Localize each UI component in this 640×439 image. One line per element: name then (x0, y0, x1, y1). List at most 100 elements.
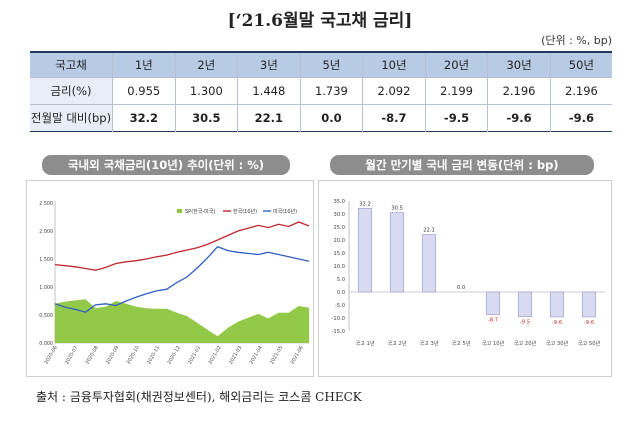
x-tick-label: 2020-07 (64, 345, 79, 365)
table-cell: 2.196 (549, 77, 612, 105)
x-tick-label: 국고 10년 (482, 339, 505, 347)
x-tick-label: 2021-02 (208, 345, 223, 365)
table-header-row: 국고채 1년 2년 3년 5년 10년 20년 30년 50년 (30, 51, 612, 78)
y-tick-label: -15.0 (332, 329, 345, 335)
table-row: 전월말 대비(bp) 32.2 30.5 22.1 0.0 -8.7 -9.5 … (30, 104, 612, 132)
table-cell: 1.739 (299, 77, 363, 105)
rates-trend-panel: 0.000 0.500 1.000 1.500 2.000 2.500 2020-06 202… (26, 180, 314, 377)
x-tick-label: 국고 20년 (514, 339, 537, 347)
left-panel-title: 국내외 국채금리(10년) 추이(단위 : %) (42, 155, 290, 175)
y-tick-label: -10.0 (332, 316, 345, 322)
bar (581, 291, 597, 318)
bar (517, 291, 533, 318)
data-label: 30.5 (391, 206, 403, 212)
table-cell: -8.7 (362, 104, 426, 132)
table-cell: 1.300 (174, 77, 238, 105)
x-tick-label: 국고 2년 (387, 339, 406, 347)
table-cell: 32.2 (112, 104, 176, 132)
data-label: -9.5 (520, 320, 530, 326)
x-tick-label: 국고 3년 (419, 339, 438, 347)
table-cell: 2.196 (487, 77, 551, 105)
table-cell: -9.6 (487, 104, 551, 132)
x-tick-label: 2021-06 (290, 345, 305, 365)
legend-label: 미국(10년) (273, 208, 297, 215)
bar (357, 207, 373, 293)
spread-area (55, 299, 309, 343)
column-header: 10년 (362, 51, 426, 78)
table-cell: 2.092 (362, 77, 426, 105)
x-tick-label: 2020-12 (167, 345, 182, 365)
y-tick-label: 10.0 (333, 264, 345, 270)
x-tick-label: 국고 5년 (451, 339, 470, 347)
data-label: 0.0 (457, 285, 465, 291)
y-tick-label: 0.0 (337, 290, 345, 296)
x-tick-label: 2020-10 (126, 345, 141, 365)
legend-label: SP(한국-미국) (185, 208, 215, 215)
table-corner-cell: 국고채 (30, 51, 113, 78)
page-title: [‘21.6월말 국고채 금리] (227, 11, 413, 31)
y-tick-label: 0.000 (39, 341, 53, 347)
unit-note: (단위 : %, bp) (541, 34, 612, 47)
rates-trend-chart: 0.000 0.500 1.000 1.500 2.000 2.500 2020-06 202… (39, 201, 310, 365)
y-tick-label: 15.0 (333, 251, 345, 257)
legend-swatch (177, 209, 182, 213)
series-line (54, 245, 310, 313)
y-tick-label: 1.000 (39, 285, 53, 291)
column-header: 30년 (487, 51, 551, 78)
column-header: 50년 (549, 51, 612, 78)
rates-table: 국고채 1년 2년 3년 5년 10년 20년 30년 50년 금리(%) 0.… (30, 51, 612, 132)
data-label: 32.2 (359, 201, 371, 207)
x-tick-label: 국고 1년 (355, 339, 374, 347)
legend-label: 한국(10년) (233, 208, 257, 215)
x-tick-label: 2021-03 (228, 345, 243, 365)
table-cell: 22.1 (237, 104, 301, 132)
bar (485, 291, 501, 315)
y-tick-label: 30.0 (333, 212, 345, 218)
x-tick-label: 2020-09 (105, 345, 120, 365)
y-tick-label: 5.0 (337, 277, 345, 283)
y-tick-label: 2.000 (39, 229, 53, 235)
table-row: 금리(%) 0.955 1.300 1.448 1.739 2.092 2.19… (30, 77, 612, 105)
y-tick-label: 35.0 (333, 199, 345, 205)
x-tick-label: 2020-11 (146, 345, 161, 365)
monthly-change-chart: 35.0 30.0 25.0 20.0 15.0 10.0 5.0 0.0 -5.0 -10.0 -… (332, 199, 605, 347)
table-cell: 0.0 (299, 104, 363, 132)
column-header: 3년 (237, 51, 301, 78)
x-tick-label: 2020-06 (44, 345, 59, 365)
data-label: -9.6 (584, 320, 594, 326)
data-label: 22.1 (423, 228, 435, 234)
bar (549, 291, 565, 318)
y-tick-label: 20.0 (333, 238, 345, 244)
column-header: 5년 (299, 51, 363, 78)
table-cell: -9.5 (424, 104, 488, 132)
x-tick-label: 2021-04 (249, 345, 264, 365)
table-cell: 2.199 (424, 77, 488, 105)
data-label: -8.7 (488, 318, 498, 324)
x-tick-label: 2020-08 (85, 345, 100, 365)
source-note: 출처 : 금융투자협회(채권정보센터), 해외금리는 코스콤 CHECK (36, 390, 362, 404)
bar (389, 212, 405, 293)
table-cell: 1.448 (237, 77, 301, 105)
row-label: 전월말 대비(bp) (30, 104, 113, 132)
bar (421, 234, 437, 293)
data-label: -9.6 (552, 320, 562, 326)
series-line (54, 221, 310, 271)
column-header: 2년 (174, 51, 238, 78)
monthly-change-panel: 35.0 30.0 25.0 20.0 15.0 10.0 5.0 0.0 -5.0 -10.0 -… (318, 180, 612, 377)
y-tick-label: 0.500 (39, 313, 53, 319)
table-cell: 30.5 (174, 104, 238, 132)
column-header: 20년 (424, 51, 488, 78)
x-tick-label: 2021-05 (269, 345, 284, 365)
y-tick-label: 2.500 (39, 201, 53, 207)
table-cell: 0.955 (112, 77, 176, 105)
column-header: 1년 (112, 51, 176, 78)
x-tick-label: 국고 50년 (578, 339, 601, 347)
y-tick-label: 1.500 (39, 257, 53, 263)
y-tick-label: -5.0 (335, 303, 345, 309)
right-panel-title: 월간 만기별 국내 금리 변동(단위 : bp) (330, 155, 594, 175)
x-tick-label: 국고 30년 (546, 339, 569, 347)
y-tick-label: 25.0 (333, 225, 345, 231)
row-label: 금리(%) (30, 77, 113, 105)
x-tick-label: 2021-01 (187, 345, 202, 365)
table-cell: -9.6 (549, 104, 612, 132)
